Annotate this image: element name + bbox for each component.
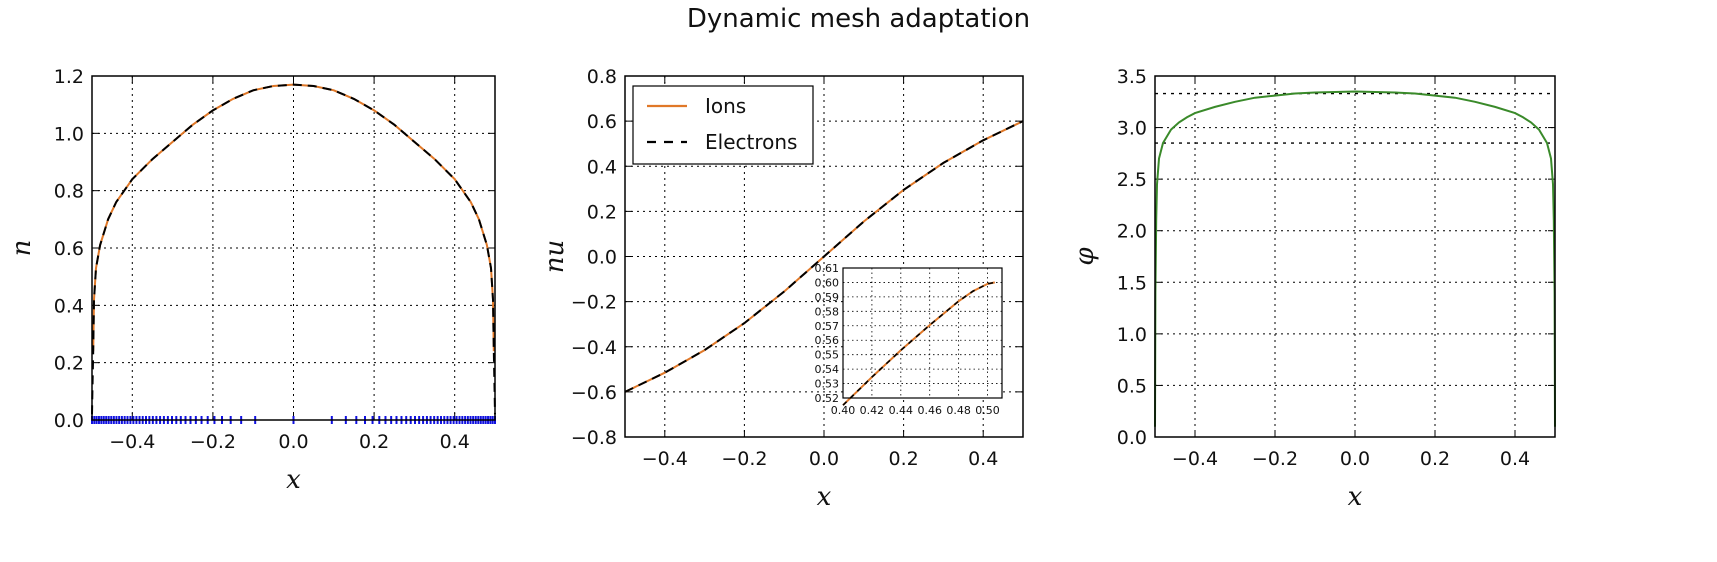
x-tick-label: 0.0	[1340, 448, 1370, 470]
y-tick-label: 0.2	[587, 201, 617, 223]
series-line-electrons	[624, 120, 1024, 393]
x-tick-label: −0.4	[642, 448, 688, 470]
x-axis-label: x	[286, 465, 301, 495]
x-tick-label: −0.2	[190, 431, 236, 453]
x-tick-label: 0.4	[440, 431, 470, 453]
y-tick-label: 0.0	[1117, 427, 1147, 449]
y-tick-label: −0.4	[571, 337, 617, 359]
x-axis-label: x	[1348, 482, 1363, 512]
inset-x-tick-label: 0.44	[889, 404, 914, 417]
inset-y-tick-label: 0.55	[815, 349, 840, 362]
x-tick-label: −0.4	[1172, 448, 1218, 470]
inset-y-tick-label: 0.54	[815, 363, 840, 376]
inset-y-tick-label: 0.58	[815, 305, 840, 318]
x-tick-label: 0.0	[278, 431, 308, 453]
y-tick-label: 0.6	[54, 238, 84, 260]
y-tick-label: −0.8	[571, 427, 617, 449]
inset-y-tick-label: 0.57	[815, 320, 840, 333]
inset-x-tick-label: 0.42	[860, 404, 885, 417]
y-tick-label: 0.8	[54, 181, 84, 203]
figure-title: Dynamic mesh adaptation	[686, 4, 1031, 34]
inset-y-tick-label: 0.52	[815, 392, 840, 405]
y-tick-label: 1.5	[1117, 272, 1147, 294]
legend-box	[632, 85, 814, 165]
x-tick-label: 0.4	[968, 448, 998, 470]
inset-x-tick-label: 0.50	[975, 404, 1000, 417]
legend-label-electrons: Electrons	[705, 130, 797, 154]
inset-x-tick-label: 0.40	[831, 404, 856, 417]
y-tick-label: 0.6	[587, 111, 617, 133]
y-axis-label: n	[7, 240, 37, 257]
axes-frame	[91, 75, 496, 421]
legend-label-ions: Ions	[705, 94, 746, 118]
y-tick-label: 1.0	[54, 123, 84, 145]
x-tick-label: 0.2	[1420, 448, 1450, 470]
inset-series-ions	[842, 281, 996, 406]
y-tick-label: 3.0	[1117, 118, 1147, 140]
x-tick-label: 0.2	[359, 431, 389, 453]
inset-y-tick-label: 0.56	[815, 334, 840, 347]
axes-frame	[624, 75, 1024, 438]
series-line-green-solid	[1154, 90, 1556, 427]
y-tick-label: 2.0	[1117, 221, 1147, 243]
inset-x-tick-label: 0.46	[917, 404, 942, 417]
y-axis-label: nu	[540, 240, 570, 274]
y-tick-label: 1.0	[1117, 324, 1147, 346]
y-tick-label: −0.6	[571, 382, 617, 404]
inset-x-tick-label: 0.48	[946, 404, 971, 417]
y-tick-label: 0.5	[1117, 375, 1147, 397]
y-tick-label: −0.2	[571, 292, 617, 314]
inset-y-tick-label: 0.61	[815, 262, 840, 275]
y-tick-label: 3.5	[1117, 66, 1147, 88]
y-tick-label: 0.2	[54, 353, 84, 375]
y-tick-label: 0.8	[587, 66, 617, 88]
inset-frame	[842, 267, 1003, 399]
y-tick-label: 0.0	[587, 247, 617, 269]
y-tick-label: 0.0	[54, 410, 84, 432]
y-tick-label: 2.5	[1117, 169, 1147, 191]
y-tick-label: 0.4	[54, 295, 84, 317]
y-axis-label: φ	[1070, 247, 1100, 266]
x-axis-label: x	[817, 482, 832, 512]
x-tick-label: −0.2	[1252, 448, 1298, 470]
y-tick-label: 0.4	[587, 156, 617, 178]
inset-y-tick-label: 0.53	[815, 378, 840, 391]
x-tick-label: 0.0	[809, 448, 839, 470]
x-tick-label: 0.4	[1500, 448, 1530, 470]
y-tick-label: 1.2	[54, 66, 84, 88]
axes-frame	[1154, 75, 1556, 438]
series-line-black-dashed	[91, 83, 496, 415]
x-tick-label: −0.4	[109, 431, 155, 453]
x-tick-label: 0.2	[888, 448, 918, 470]
inset-y-tick-label: 0.60	[815, 276, 840, 289]
x-tick-label: −0.2	[721, 448, 767, 470]
inset-y-tick-label: 0.59	[815, 291, 840, 304]
